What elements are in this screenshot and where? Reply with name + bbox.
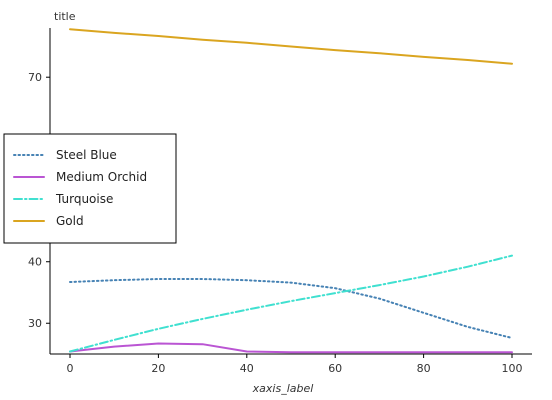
series-line-gold xyxy=(69,28,513,65)
legend-label: Steel Blue xyxy=(56,148,117,162)
series-line-turquoise xyxy=(69,254,513,353)
x-tick-label: 60 xyxy=(328,362,342,375)
series-line-medium-orchid xyxy=(69,342,513,354)
x-tick-label: 20 xyxy=(151,362,165,375)
x-tick-label: 80 xyxy=(417,362,431,375)
x-axis-title: xaxis_label xyxy=(252,382,314,395)
legend: Steel Blue Medium Orchid Turquoise Gold xyxy=(3,133,177,244)
legend-label: Gold xyxy=(56,214,84,228)
y-tick-label: 30 xyxy=(28,317,42,330)
y-tick-label: 70 xyxy=(28,71,42,84)
legend-label: Medium Orchid xyxy=(56,170,147,184)
chart-title: title xyxy=(54,10,76,23)
x-tick-label: 0 xyxy=(67,362,74,375)
series-layer xyxy=(69,28,513,354)
legend-box xyxy=(3,133,177,244)
legend-label: Turquoise xyxy=(55,192,113,206)
series-line-steel-blue xyxy=(69,278,513,339)
y-tick-label: 40 xyxy=(28,256,42,269)
x-tick-label: 100 xyxy=(502,362,523,375)
x-tick-label: 40 xyxy=(240,362,254,375)
